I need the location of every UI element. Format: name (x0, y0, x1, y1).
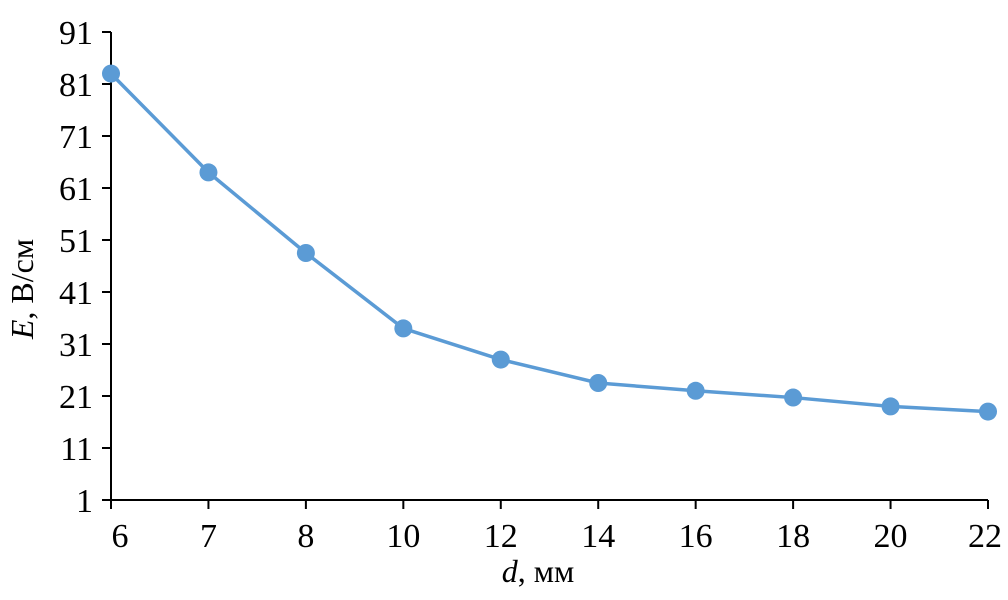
series-group (102, 64, 997, 421)
x-axis-title: d, мм (502, 553, 575, 589)
y-tick-label: 1 (76, 483, 93, 520)
data-point (199, 163, 218, 182)
x-axis-variable: d (502, 553, 519, 589)
x-tick-label: 6 (112, 518, 129, 555)
y-axis-title: E, В/см (4, 239, 40, 340)
data-point (394, 319, 413, 338)
y-tick-label: 21 (59, 379, 93, 416)
x-tick-label: 7 (200, 518, 217, 555)
y-tick-label: 61 (59, 171, 93, 208)
y-tick-label: 11 (60, 431, 93, 468)
x-tick-label: 8 (297, 518, 314, 555)
y-tick-label: 51 (59, 223, 93, 260)
x-axis-ticks: 6 7 8 10 12 14 16 18 20 22 (110, 500, 1002, 555)
y-tick-label: 71 (59, 119, 93, 156)
data-point (491, 350, 510, 369)
y-tick-label: 91 (59, 15, 93, 52)
y-tick-label: 31 (59, 327, 93, 364)
data-point (979, 402, 997, 421)
data-point (296, 244, 315, 262)
y-tick-label: 41 (59, 275, 93, 312)
series-line (109, 72, 989, 414)
x-tick-label: 16 (679, 518, 713, 555)
x-tick-label: 12 (484, 518, 518, 555)
y-axis-unit: , В/см (4, 239, 40, 320)
data-point (589, 374, 608, 392)
x-tick-label: 18 (776, 518, 810, 555)
y-tick-label: 81 (59, 67, 93, 104)
data-point (686, 381, 705, 400)
x-tick-label: 22 (968, 518, 1002, 555)
y-axis-variable: E (4, 319, 40, 340)
axes (110, 32, 988, 501)
data-point (102, 64, 120, 83)
x-tick-label: 20 (874, 518, 908, 555)
data-point (881, 397, 900, 416)
x-tick-label: 10 (386, 518, 420, 555)
x-axis-unit: , мм (518, 553, 575, 589)
x-tick-label: 14 (581, 518, 615, 555)
data-point (784, 388, 803, 407)
